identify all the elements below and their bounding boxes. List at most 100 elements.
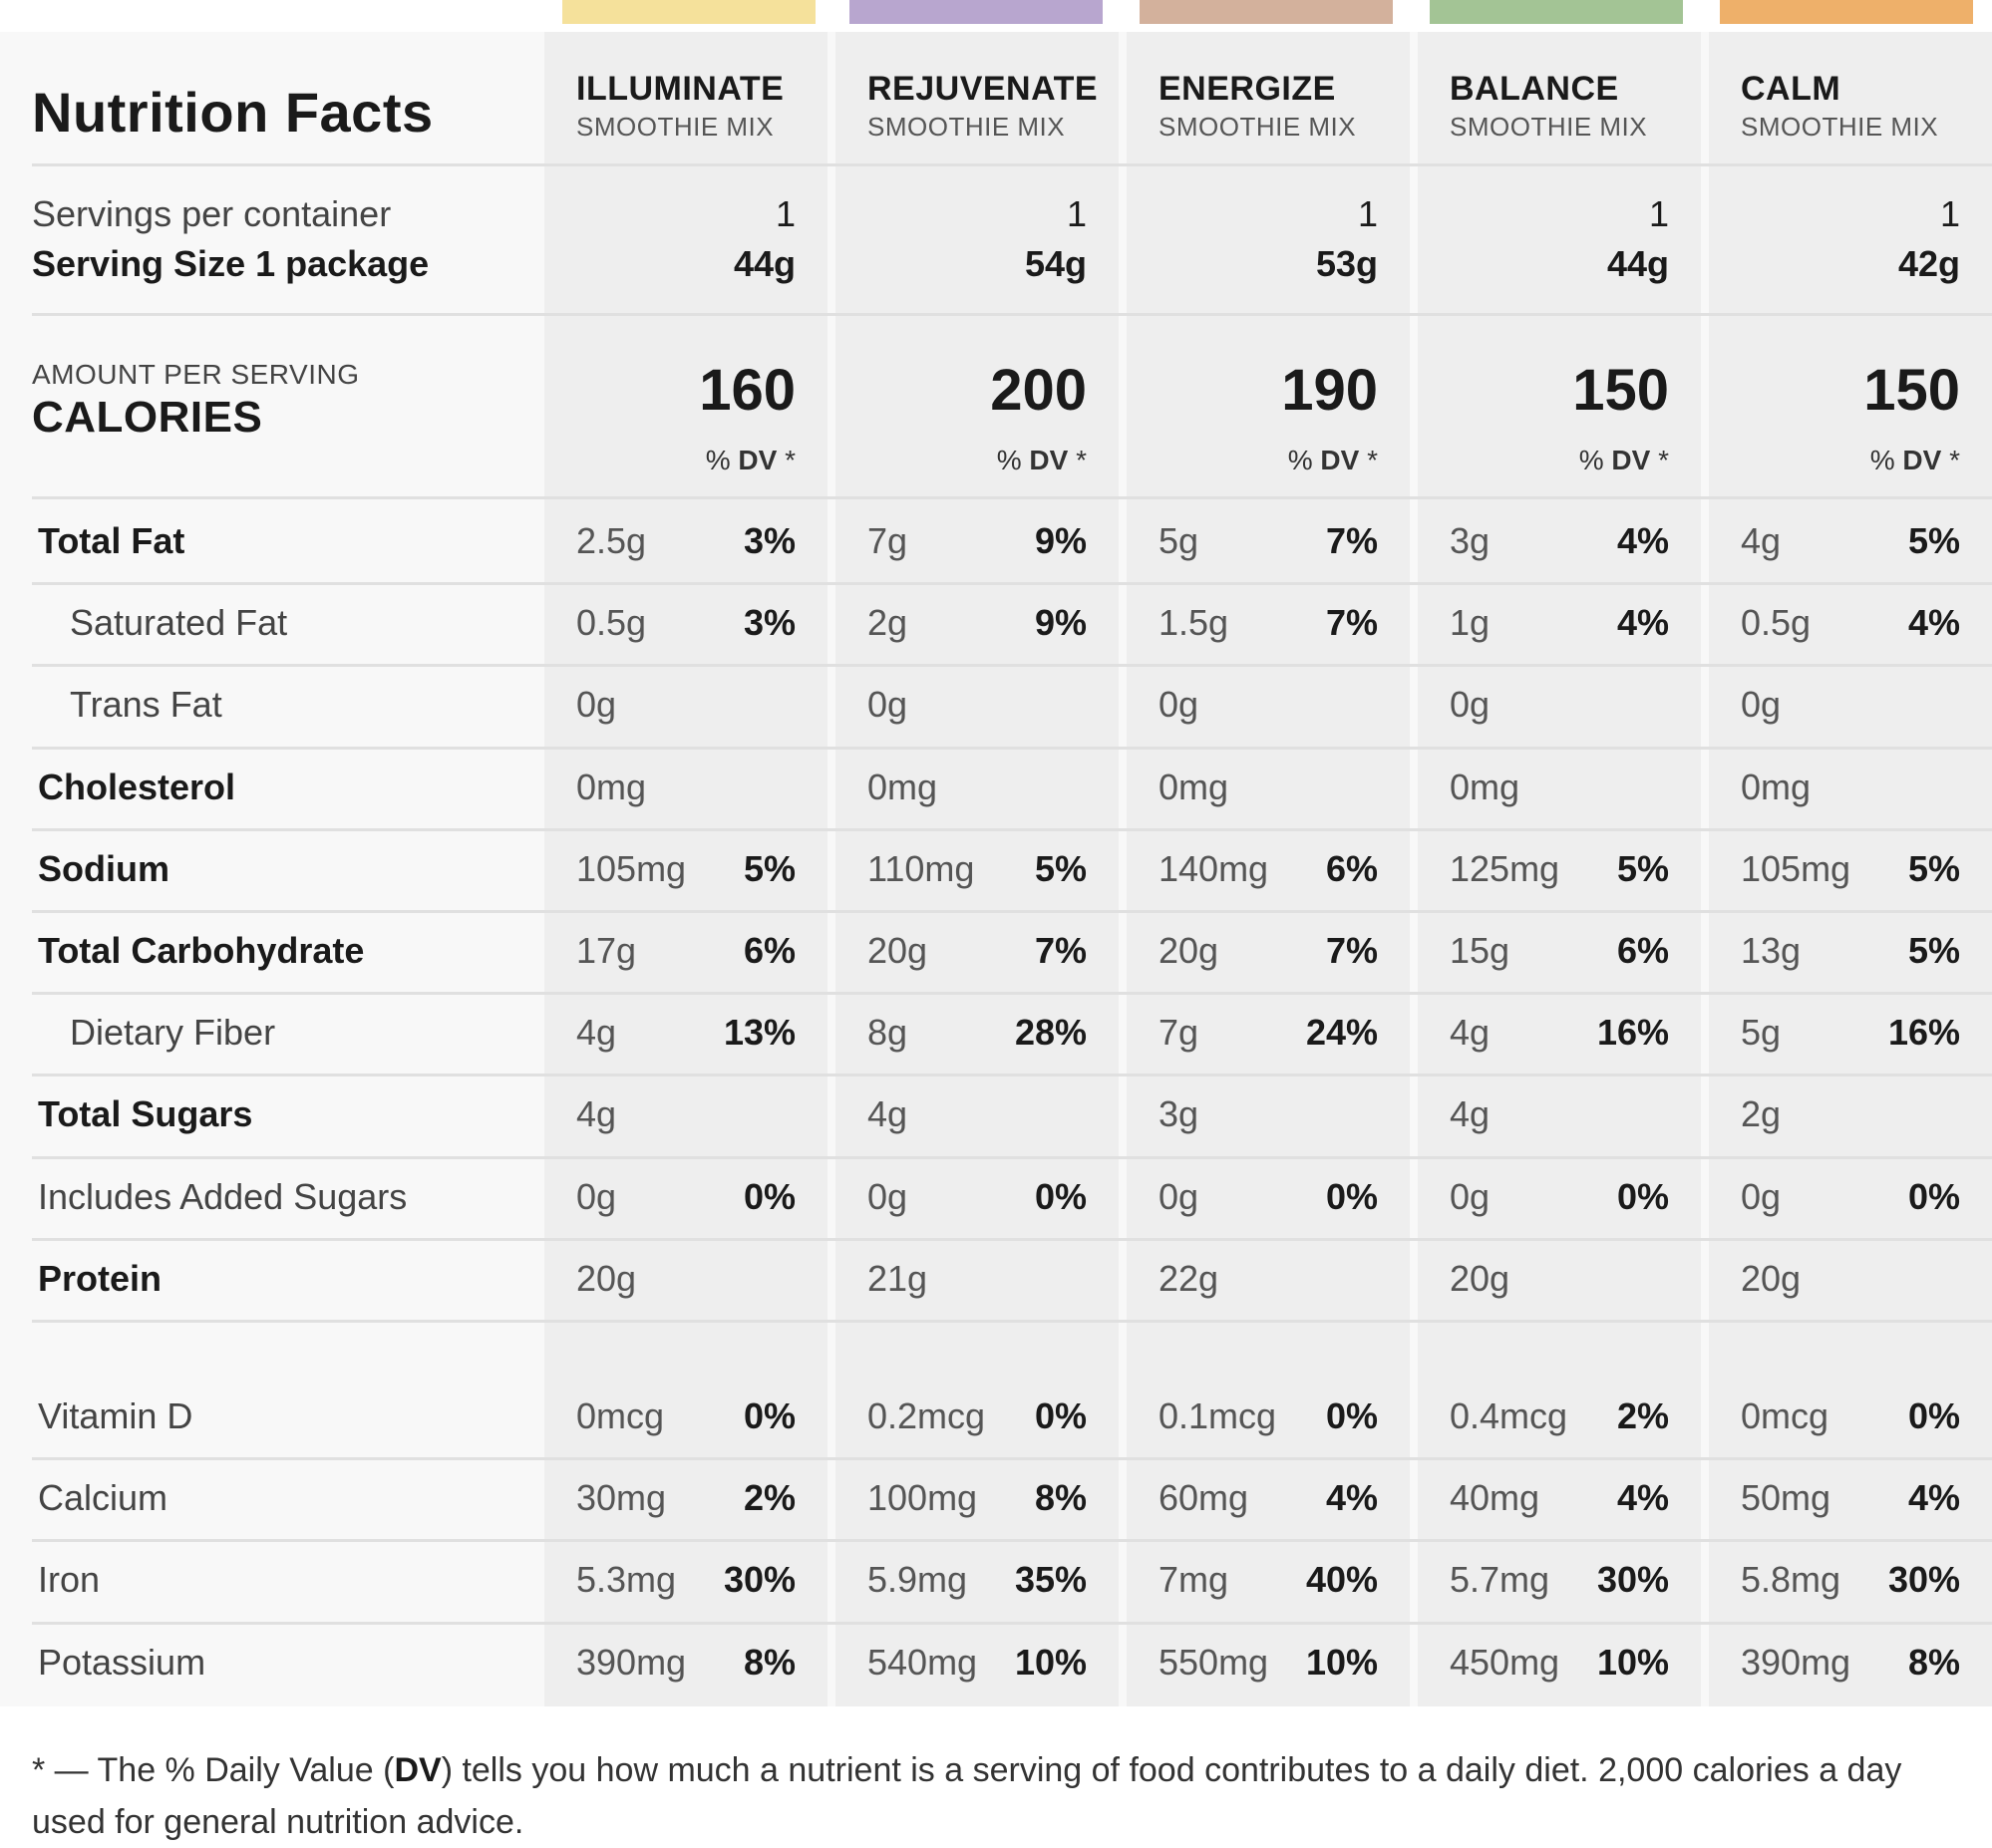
- footnote-intro: * — The % Daily Value (: [32, 1751, 395, 1789]
- row-divider: [32, 992, 1992, 995]
- color-tabs: [0, 0, 1992, 24]
- nutrient-amount: 105mg: [576, 848, 687, 889]
- nutrient-amount: 4g: [1741, 520, 1782, 561]
- mineral-amount: 5.8mg: [1741, 1559, 1841, 1600]
- nutrient-amount: 0g: [1741, 1176, 1782, 1217]
- mineral-daily-value: 8%: [1907, 1642, 1960, 1683]
- daily-value-header: % DV *: [1178, 445, 1378, 476]
- daily-value-header: % DV *: [596, 445, 796, 476]
- footnote-rest: ) tells you how much a nutrient is a ser…: [32, 1751, 1902, 1841]
- nutrition-facts-panel: Nutrition Facts Servings per container S…: [0, 32, 1992, 1706]
- nutrient-daily-value: 4%: [1907, 602, 1960, 643]
- nutrient-amount: 4g: [576, 1093, 617, 1134]
- nutrient-daily-value: 5%: [1616, 848, 1669, 889]
- row-divider: [32, 910, 1992, 913]
- row-divider: [32, 1457, 1992, 1460]
- product-color-tab: [562, 0, 816, 24]
- nutrient-daily-value: 9%: [1034, 602, 1087, 643]
- product-color-tab: [1720, 0, 1973, 24]
- mineral-daily-value: 30%: [723, 1559, 796, 1600]
- product-subtitle: SMOOTHIE MIX: [1159, 112, 1357, 142]
- daily-value-footnote: * — The % Daily Value (DV) tells you how…: [32, 1744, 1926, 1848]
- nutrient-daily-value: 4%: [1616, 602, 1669, 643]
- mineral-daily-value: 10%: [1305, 1642, 1378, 1683]
- nutrient-amount: 105mg: [1741, 848, 1851, 889]
- nutrient-daily-value: 7%: [1325, 930, 1378, 971]
- nutrient-daily-value: 16%: [1596, 1012, 1669, 1053]
- nutrient-daily-value: 6%: [1325, 848, 1378, 889]
- nutrient-daily-value: 6%: [1616, 930, 1669, 971]
- dv-abbrev: DV: [1320, 445, 1360, 475]
- calories-value: 150: [1572, 358, 1669, 423]
- mineral-daily-value: 0%: [743, 1395, 796, 1436]
- nutrient-label: Cholesterol: [38, 767, 236, 807]
- mineral-daily-value: 2%: [743, 1477, 796, 1518]
- nutrient-amount: 0g: [1159, 684, 1199, 725]
- mineral-amount: 0.1mcg: [1159, 1395, 1277, 1436]
- nutrient-daily-value: 13%: [723, 1012, 796, 1053]
- servings-per-container-value: 1: [1648, 193, 1669, 234]
- nutrient-amount: 4g: [576, 1012, 617, 1053]
- nutrient-amount: 20g: [1450, 1258, 1510, 1299]
- mineral-daily-value: 2%: [1616, 1395, 1669, 1436]
- mineral-label: Iron: [38, 1559, 101, 1600]
- mineral-amount: 540mg: [867, 1642, 978, 1683]
- nutrient-daily-value: 3%: [743, 602, 796, 643]
- serving-size-value: 44g: [1606, 243, 1669, 284]
- row-divider: [32, 664, 1992, 667]
- nutrient-daily-value: 9%: [1034, 520, 1087, 561]
- nutrient-daily-value: 4%: [1616, 520, 1669, 561]
- nutrient-daily-value: 16%: [1887, 1012, 1960, 1053]
- product-subtitle: SMOOTHIE MIX: [867, 112, 1066, 142]
- nutrient-label: Trans Fat: [70, 684, 222, 725]
- nutrient-amount: 0g: [576, 1176, 617, 1217]
- mineral-label: Calcium: [38, 1477, 168, 1518]
- calories-value: 200: [990, 358, 1087, 423]
- product-color-tab: [1430, 0, 1683, 24]
- nutrient-amount: 0mg: [576, 767, 647, 807]
- nutrient-daily-value: 0%: [1907, 1176, 1960, 1217]
- mineral-daily-value: 4%: [1907, 1477, 1960, 1518]
- nutrient-amount: 2g: [1741, 1093, 1782, 1134]
- dv-asterisk: *: [1650, 445, 1669, 475]
- page-title: Nutrition Facts: [32, 81, 434, 144]
- nutrient-amount: 0mg: [1450, 767, 1520, 807]
- nutrient-amount: 2g: [867, 602, 908, 643]
- nutrient-amount: 7g: [867, 520, 908, 561]
- product-column-background: [544, 32, 828, 1706]
- product-column-background: [1418, 32, 1701, 1706]
- servings-per-container-value: 1: [1939, 193, 1960, 234]
- nutrient-daily-value: 7%: [1325, 520, 1378, 561]
- serving-size-label: Serving Size 1 package: [32, 243, 430, 284]
- nutrient-amount: 3g: [1450, 520, 1491, 561]
- mineral-amount: 550mg: [1159, 1642, 1269, 1683]
- nutrient-amount: 5g: [1741, 1012, 1782, 1053]
- servings-per-container-value: 1: [1066, 193, 1087, 234]
- row-divider: [32, 313, 1992, 316]
- mineral-amount: 7mg: [1159, 1559, 1229, 1600]
- nutrient-label: Total Carbohydrate: [38, 930, 365, 971]
- mineral-amount: 40mg: [1450, 1477, 1540, 1518]
- dv-percent-sign: %: [705, 445, 739, 475]
- mineral-label: Potassium: [38, 1642, 206, 1683]
- row-divider: [32, 1074, 1992, 1077]
- nutrient-label: Protein: [38, 1258, 163, 1299]
- nutrient-label: Saturated Fat: [70, 602, 288, 643]
- product-name: ILLUMINATE: [576, 70, 785, 108]
- mineral-amount: 100mg: [867, 1477, 978, 1518]
- nutrient-daily-value: 5%: [1034, 848, 1087, 889]
- row-divider: [32, 828, 1992, 831]
- mineral-daily-value: 35%: [1014, 1559, 1087, 1600]
- dv-asterisk: *: [777, 445, 796, 475]
- nutrient-amount: 0mg: [1741, 767, 1812, 807]
- nutrient-amount: 7g: [1159, 1012, 1199, 1053]
- nutrient-amount: 4g: [867, 1093, 908, 1134]
- mineral-daily-value: 0%: [1325, 1395, 1378, 1436]
- nutrient-amount: 125mg: [1450, 848, 1560, 889]
- calories-value: 160: [699, 358, 796, 423]
- calories-value: 150: [1863, 358, 1960, 423]
- nutrient-daily-value: 5%: [743, 848, 796, 889]
- mineral-daily-value: 10%: [1596, 1642, 1669, 1683]
- nutrient-label: Total Sugars: [38, 1093, 253, 1134]
- mineral-amount: 390mg: [576, 1642, 687, 1683]
